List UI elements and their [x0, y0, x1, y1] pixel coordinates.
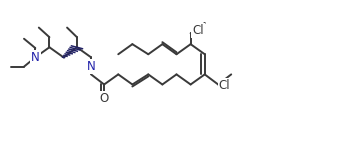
Text: N: N: [87, 60, 95, 73]
Text: N: N: [31, 51, 40, 64]
Text: Cl: Cl: [192, 24, 204, 37]
Text: O: O: [100, 92, 109, 105]
Text: Cl: Cl: [219, 79, 231, 92]
